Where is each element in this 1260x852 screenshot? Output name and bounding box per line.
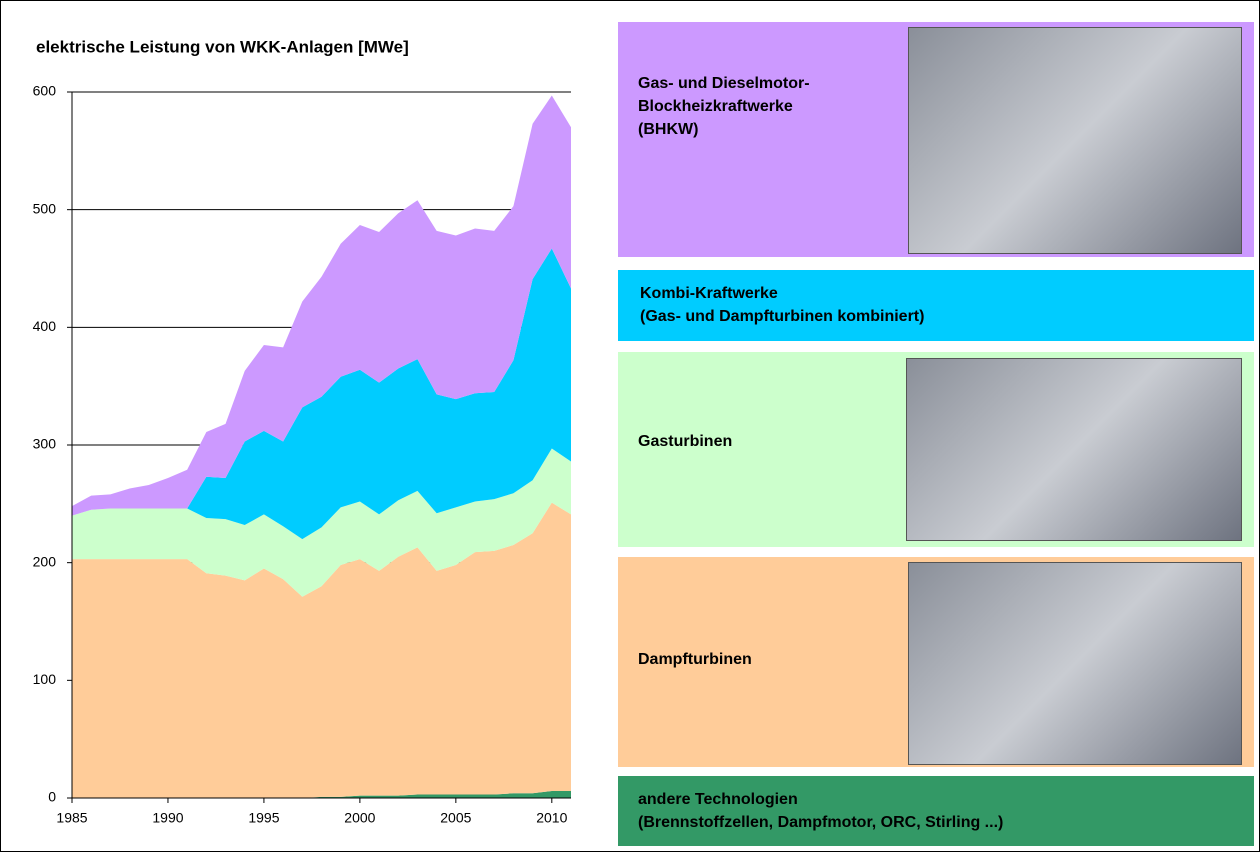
photo [908,562,1242,765]
y-tick-label: 300 [33,436,57,452]
photo [906,358,1242,541]
y-tick-label: 600 [33,83,57,99]
legend-label: Gas- und Dieselmotor- Blockheizkraftwerk… [638,75,810,138]
legend-label: Kombi-Kraftwerke (Gas- und Dampfturbinen… [640,285,925,325]
axes: 0 100 200 300 400 500 600 1985 1990 1995 2000 2005 2… [33,83,571,826]
x-tick-label: 1995 [248,810,279,826]
x-tick-label: 1990 [152,810,183,826]
legend-box: Gas- und Dieselmotor- Blockheizkraftwerk… [618,22,1254,257]
y-tick-label: 400 [33,318,57,334]
legend-label: Gasturbinen [638,433,733,450]
y-tick-label: 200 [33,553,57,569]
x-tick-label: 1985 [56,810,87,826]
legend-label: andere Technologien (Brennstoffzellen, D… [638,791,1004,831]
y-tick-label: 100 [33,671,57,687]
y-tick-label: 500 [33,200,57,216]
chart: elektrische Leistung von WKK-Anlagen [MW… [33,37,571,826]
x-tick-label: 2010 [536,810,567,826]
legend-box: andere Technologien (Brennstoffzellen, D… [618,776,1254,846]
areas [72,95,571,798]
legend-label: Dampfturbinen [638,651,752,668]
x-tick-label: 2000 [344,810,375,826]
legend-box: Gasturbinen [618,352,1254,547]
chart-title: elektrische Leistung von WKK-Anlagen [MW… [36,37,409,56]
area [72,248,571,540]
y-tick-label: 0 [48,789,56,805]
area [72,502,571,798]
x-tick-label: 2005 [440,810,471,826]
area [72,95,571,516]
legend-box: Dampfturbinen [618,557,1254,767]
legend-box: Kombi-Kraftwerke (Gas- und Dampfturbinen… [618,270,1254,341]
area [72,448,571,597]
area [72,790,571,798]
photo [908,27,1242,254]
